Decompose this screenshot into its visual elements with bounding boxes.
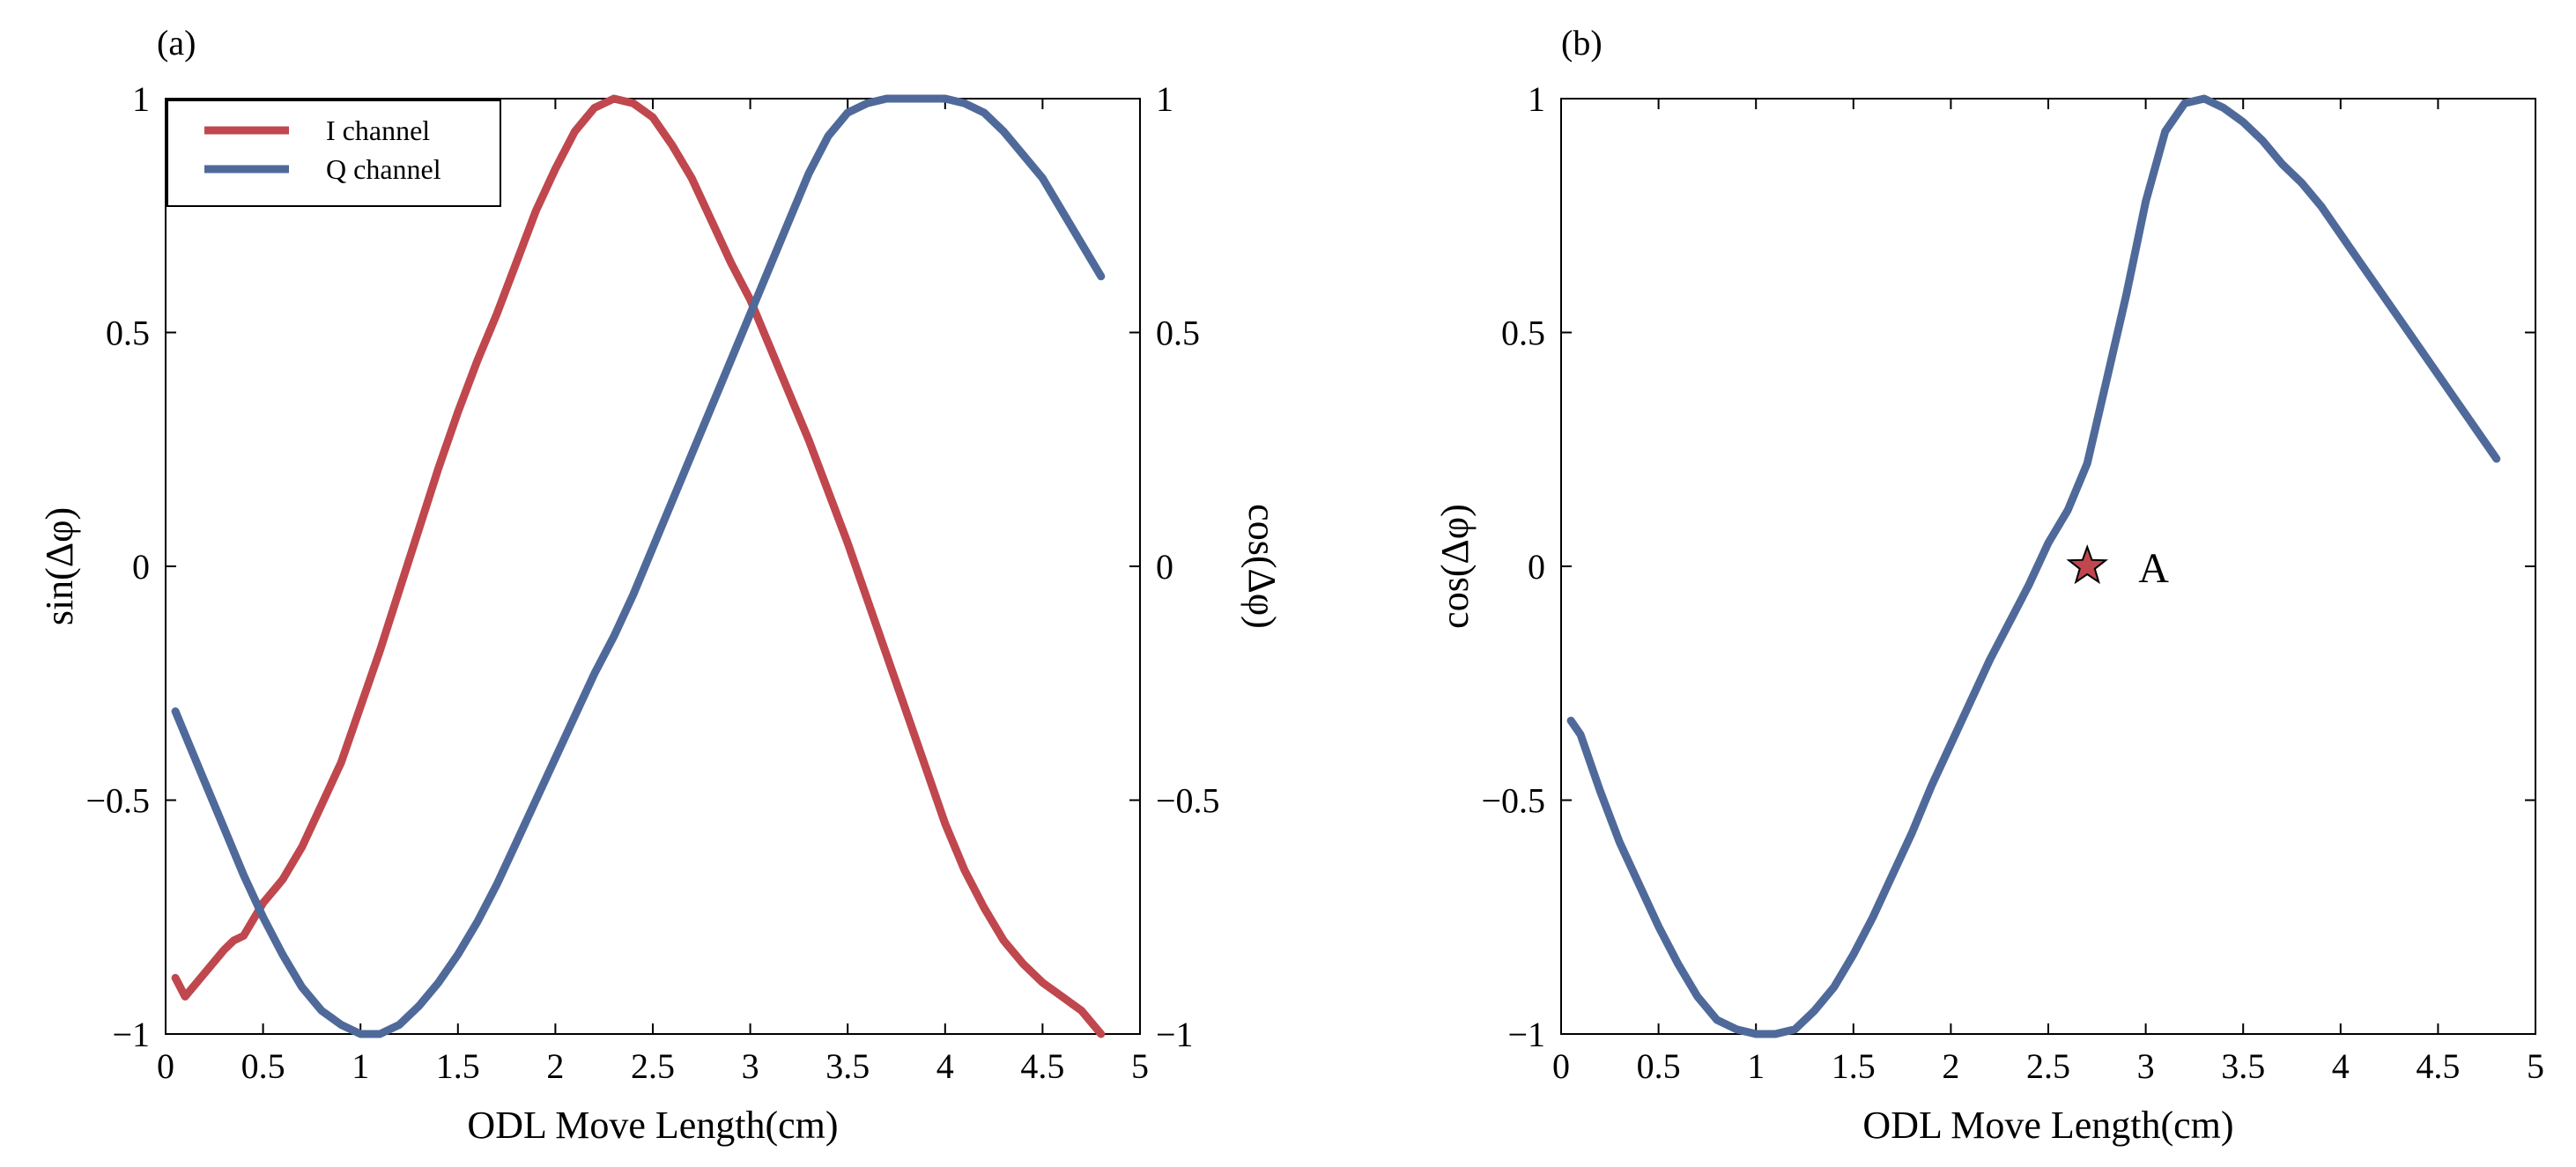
panel-a-x-axis-label: ODL Move Length(cm)	[467, 1104, 838, 1147]
panel-a-x-tick-label: 0	[157, 1046, 174, 1086]
panel-b-x-tick-label: 4.5	[2416, 1046, 2460, 1086]
panel-b-x-tick-label: 4	[2332, 1046, 2350, 1086]
panel-b-x-tick-label: 1.5	[1832, 1046, 1876, 1086]
panel-a-right-y-tick-label: −0.5	[1156, 781, 1220, 821]
legend-label-q-channel: Q channel	[326, 153, 441, 185]
panel-b-x-tick-label: 2.5	[2026, 1046, 2070, 1086]
panel-b-x-tick-label: 3.5	[2221, 1046, 2265, 1086]
panel-b-label: (b)	[1561, 23, 1603, 63]
panel-b-x-axis-label: ODL Move Length(cm)	[1862, 1104, 2233, 1147]
panel-b-x-tick-label: 3	[2137, 1046, 2155, 1086]
panel-b-y-axis-label: cos(Δφ)	[1433, 504, 1477, 629]
panel-a-x-tick-label: 3.5	[825, 1046, 870, 1086]
panel-b-y-tick-label: 0	[1528, 547, 1545, 587]
panel-b-y-tick-label: −0.5	[1481, 781, 1545, 821]
panel-b-ticks	[1560, 98, 2536, 1035]
panel-a-x-tick-label: 1	[352, 1046, 369, 1086]
panel-a-x-tick-label: 4	[936, 1046, 954, 1086]
panel-b-x-tick-label: 2	[1942, 1046, 1959, 1086]
panel-b-x-tick-label: 0.5	[1637, 1046, 1681, 1086]
panel-a-right-y-tick-label: 0.5	[1156, 314, 1200, 353]
panel-a-label: (a)	[157, 23, 196, 63]
panel-b-y-tick-label: −1	[1507, 1015, 1545, 1054]
panel-a-series-q-channel	[171, 94, 1106, 1038]
legend-box	[167, 100, 501, 207]
panel-a-right-y-tick-label: −1	[1156, 1015, 1194, 1054]
panel-b-x-tick-label: 5	[2527, 1046, 2544, 1086]
panel-a-y-tick-label: −1	[112, 1015, 150, 1054]
panel-a-ticks	[165, 98, 1141, 1035]
panel-a-x-tick-label: 0.5	[241, 1046, 285, 1086]
panel-a-x-tick-label: 3	[742, 1046, 759, 1086]
legend: I channel Q channel	[167, 100, 501, 207]
panel-a-series-i-channel	[171, 94, 1106, 1038]
panel-b-annotation-label: A	[2138, 545, 2169, 592]
panel-a-x-tick-label: 2.5	[631, 1046, 675, 1086]
panel-b-x-tick-label: 1	[1747, 1046, 1765, 1086]
panel-a-y-tick-label: 0	[132, 547, 150, 587]
panel-b-series-cos	[1566, 94, 2501, 1038]
panel-a-series-group	[171, 94, 1106, 1038]
panel-a-tick-labels: 0 0.5 1 1.5 2 2.5 3 3.5 4 4.5 5−1 −1−0.5 −0.50 00.5 0.…	[85, 79, 1219, 1086]
panel-a-x-tick-label: 1.5	[436, 1046, 480, 1086]
panel-a-right-y-axis-label: cos(Δφ)	[1240, 504, 1284, 629]
legend-label-i-channel: I channel	[326, 114, 430, 146]
panel-a: 0 0.5 1 1.5 2 2.5 3 3.5 4 4.5 5−1 −1−0.5 −0.50 00.5 0.…	[38, 23, 1284, 1147]
panel-b-tick-labels: 0 0.5 1 1.5 2 2.5 3 3.5 4 4.5 5 −1 −0.5 0 0.5 1	[1481, 79, 2544, 1086]
panel-a-x-tick-label: 4.5	[1020, 1046, 1064, 1086]
panel-b: 0 0.5 1 1.5 2 2.5 3 3.5 4 4.5 5 −1 −0.5 0 0.5 1 A (b) O…	[1433, 23, 2544, 1147]
panel-b-annotations: A	[2066, 544, 2169, 592]
panel-b-series-group	[1566, 94, 2501, 1038]
panel-a-x-tick-label: 2	[546, 1046, 564, 1086]
panel-a-y-tick-label: 0.5	[106, 314, 150, 353]
panel-b-y-tick-label: 1	[1528, 79, 1545, 119]
panel-b-y-tick-label: 0.5	[1501, 314, 1545, 353]
panel-b-star-marker	[2066, 544, 2109, 585]
panel-a-right-y-tick-label: 1	[1156, 79, 1173, 119]
panel-a-right-y-tick-label: 0	[1156, 547, 1173, 587]
panel-a-y-tick-label: 1	[132, 79, 150, 119]
panel-b-x-tick-label: 0	[1552, 1046, 1570, 1086]
panel-a-x-tick-label: 5	[1131, 1046, 1149, 1086]
panel-a-y-tick-label: −0.5	[85, 781, 150, 821]
panel-a-y-axis-label: sin(Δφ)	[38, 507, 81, 625]
